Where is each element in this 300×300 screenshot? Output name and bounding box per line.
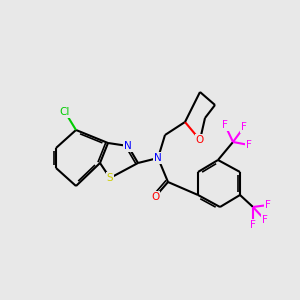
Text: S: S xyxy=(107,173,113,183)
Text: F: F xyxy=(246,140,252,150)
Text: O: O xyxy=(151,192,159,202)
Text: N: N xyxy=(154,153,162,163)
Text: F: F xyxy=(262,215,268,225)
Text: F: F xyxy=(250,220,256,230)
Text: F: F xyxy=(222,120,228,130)
Text: N: N xyxy=(124,141,132,151)
Text: Cl: Cl xyxy=(60,107,70,117)
Text: F: F xyxy=(241,122,247,132)
Text: F: F xyxy=(265,200,271,210)
Text: O: O xyxy=(196,135,204,145)
